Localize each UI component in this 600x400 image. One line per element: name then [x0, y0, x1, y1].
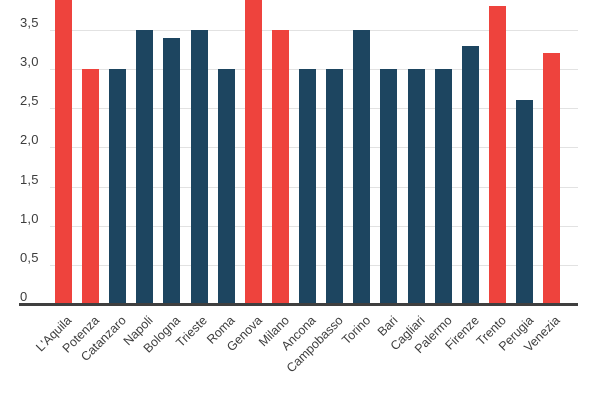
y-axis-tick-label: 2,5 [20, 93, 39, 109]
bar-l-aquila [54, 0, 72, 304]
bar-ancona [299, 69, 317, 304]
y-axis-tick-label: 3,5 [20, 14, 39, 30]
x-axis-baseline [19, 303, 578, 306]
bar-milano [271, 29, 289, 304]
bar-catanzaro [109, 69, 127, 304]
y-axis-tick-label: 1,5 [20, 171, 39, 187]
bar-firenze [461, 45, 479, 304]
bar-cagliari [407, 69, 425, 304]
gridline-3,5 [50, 29, 578, 31]
bar-trieste [190, 29, 208, 304]
x-axis-tick-label-torino: Torino [339, 313, 374, 348]
y-axis-tick-label: 1,0 [20, 210, 39, 226]
bar-roma [217, 69, 235, 304]
bar-venezia [543, 53, 561, 304]
bar-campobasso [326, 69, 344, 304]
y-axis-tick-label: 2,0 [20, 132, 39, 148]
bar-napoli [136, 29, 154, 304]
y-axis-tick-label: 0 [20, 289, 28, 304]
bar-bari [380, 69, 398, 304]
bar-genova [244, 0, 262, 304]
y-axis-tick-label: 0,5 [20, 249, 39, 265]
bar-perugia [516, 100, 534, 304]
bar-torino [353, 29, 371, 304]
bar-potenza [82, 69, 100, 304]
y-axis-tick-label: 3,0 [20, 54, 39, 69]
bar-trento [488, 6, 506, 304]
bar-bologna [163, 37, 181, 304]
bar-palermo [434, 69, 452, 304]
